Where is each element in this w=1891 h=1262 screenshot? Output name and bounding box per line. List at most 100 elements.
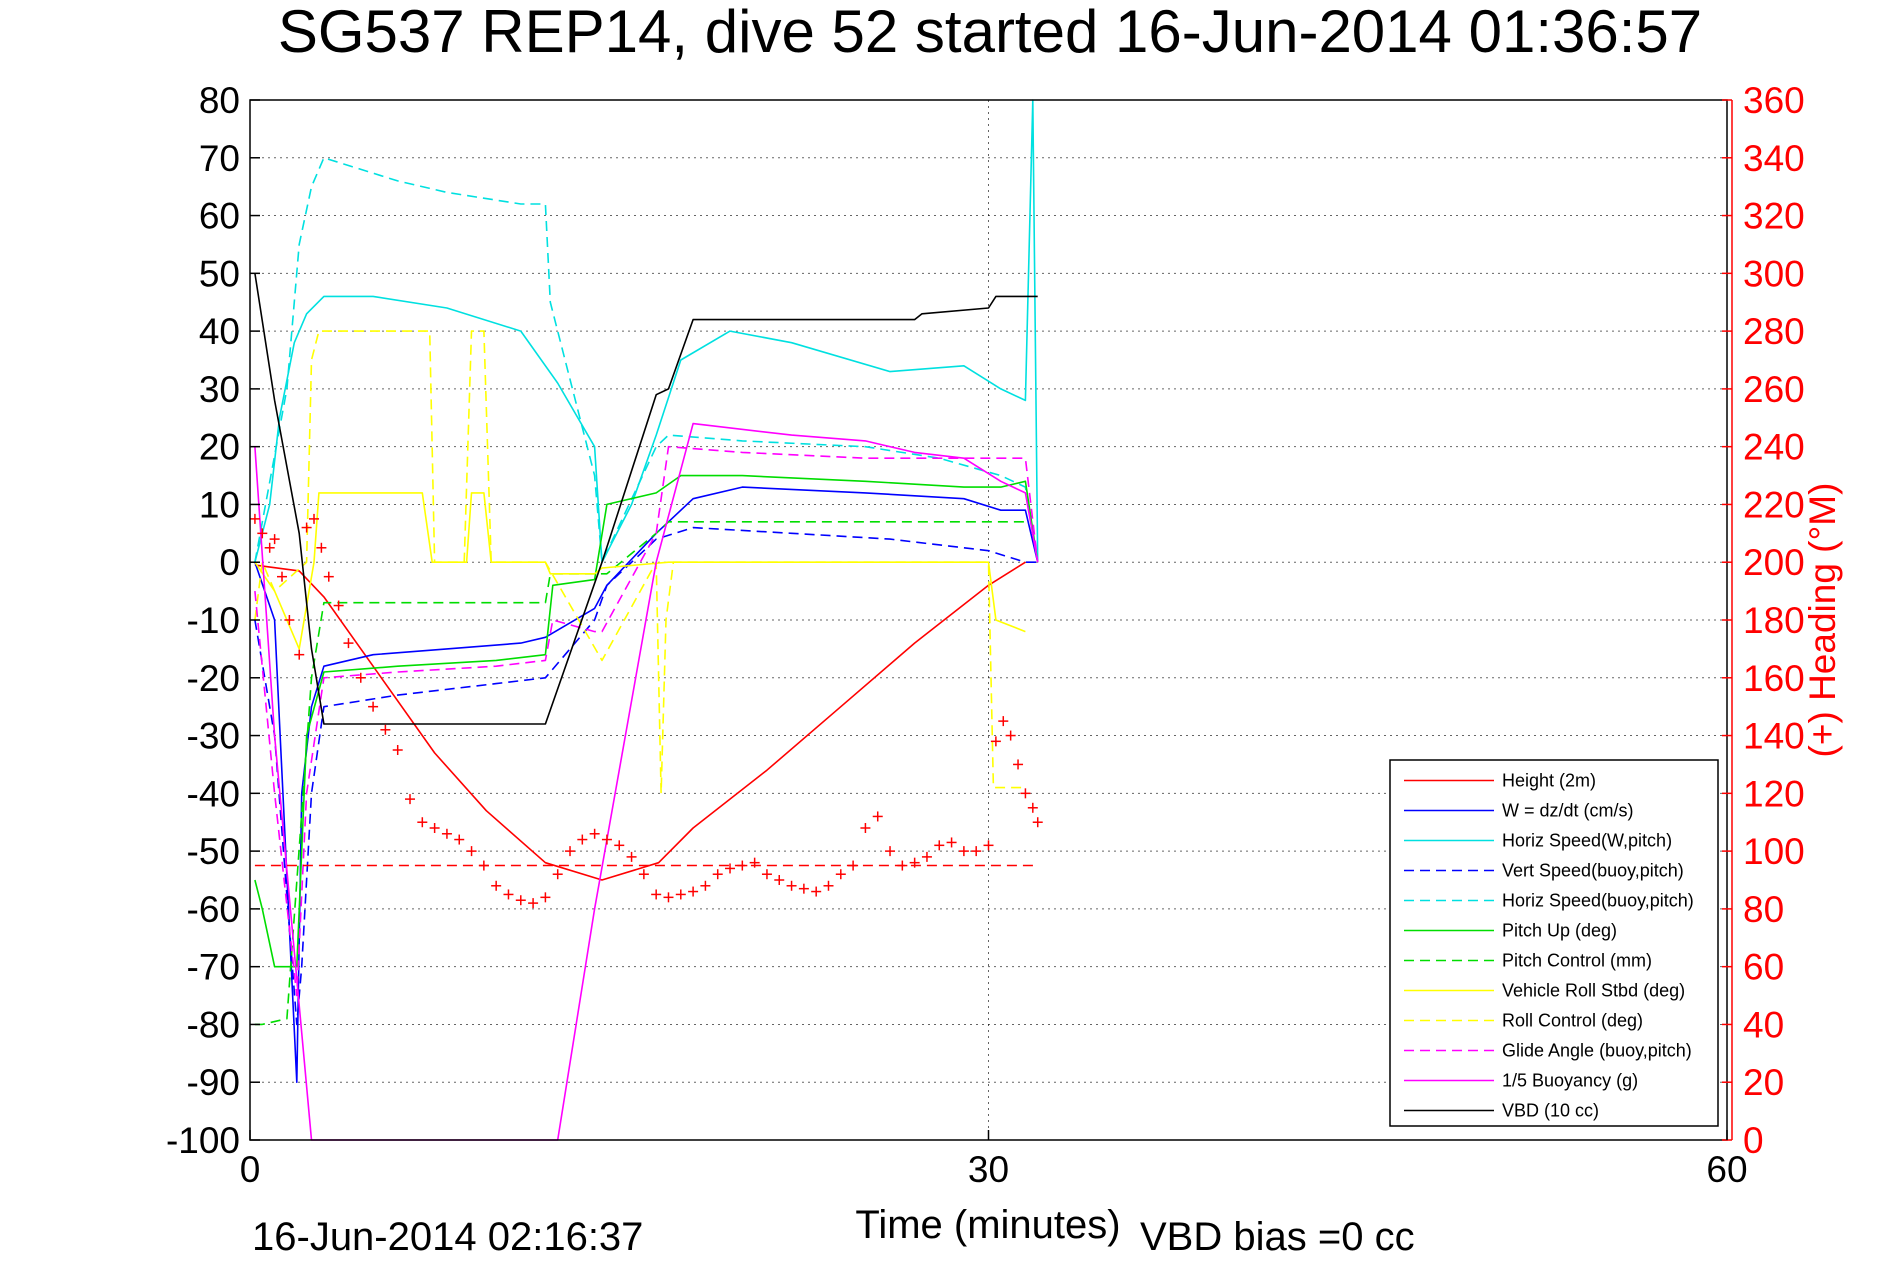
heading-point	[958, 846, 969, 857]
heading-point	[309, 513, 320, 524]
y-axis-right: 3603403203002802602402202001801601401201…	[1722, 80, 1805, 1161]
heading-point	[990, 736, 1001, 747]
y-tick-label: -20	[187, 658, 240, 699]
series-line-9	[254, 445, 1039, 997]
y-right-tick-label: 220	[1743, 484, 1805, 525]
y-right-tick-label: 80	[1743, 889, 1784, 930]
heading-point	[688, 886, 699, 897]
y-tick-label: -70	[187, 947, 240, 988]
heading-point	[1027, 802, 1038, 813]
legend-label-8: Roll Control (deg)	[1502, 1011, 1643, 1031]
legend: Height (2m) W = dz/dt (cm/s) Horiz Speed(W…	[1389, 759, 1719, 1127]
y-tick-label: 80	[199, 80, 240, 121]
y-tick-label: 30	[199, 369, 240, 410]
heading-point	[601, 834, 612, 845]
heading-point	[284, 615, 295, 625]
heading-point	[700, 880, 711, 891]
y-axis-right-label: (+) Heading (°M)	[1802, 483, 1843, 758]
y-tick-label: -90	[187, 1062, 240, 1103]
legend-box	[1389, 759, 1719, 1127]
y-right-tick-label: 360	[1743, 80, 1805, 121]
heading-point	[264, 542, 275, 553]
legend-label-3: Vert Speed(buoy,pitch)	[1502, 861, 1684, 881]
heading-point	[934, 840, 945, 851]
heading-point	[380, 724, 391, 735]
y-right-tick-label: 320	[1743, 196, 1805, 237]
heading-point	[552, 869, 563, 880]
y-right-tick-label: 260	[1743, 369, 1805, 410]
y-tick-label: 20	[199, 427, 240, 468]
legend-label-9: Glide Angle (buoy,pitch)	[1502, 1041, 1692, 1061]
chart-title: SG537 REP14, dive 52 started 16-Jun-2014…	[278, 0, 1702, 65]
heading-point	[909, 857, 920, 868]
heading-point	[897, 860, 908, 871]
y-right-tick-label: 340	[1743, 138, 1805, 179]
y-right-tick-label: 160	[1743, 658, 1805, 699]
heading-point	[355, 672, 366, 683]
heading-point	[1013, 759, 1024, 770]
heading-point	[725, 863, 736, 874]
heading-point	[848, 860, 859, 871]
heading-point	[294, 649, 305, 660]
heading-point	[712, 869, 723, 880]
heading-point	[478, 860, 489, 871]
series-lines	[254, 99, 1039, 1141]
heading-point	[301, 522, 312, 533]
heading-point	[998, 716, 1009, 727]
heading-point	[860, 823, 871, 833]
heading-point	[614, 840, 625, 851]
heading-point	[323, 571, 334, 582]
heading-point	[663, 892, 674, 903]
heading-point	[786, 880, 797, 891]
heading-point	[823, 880, 834, 891]
heading-point	[257, 528, 268, 539]
heading-point	[774, 875, 785, 885]
heading-point	[761, 869, 772, 880]
y-right-tick-label: 120	[1743, 773, 1805, 814]
y-tick-label: -80	[187, 1004, 240, 1045]
legend-label-5: Pitch Up (deg)	[1502, 921, 1617, 941]
legend-label-10: 1/5 Buoyancy (g)	[1502, 1071, 1638, 1091]
heading-point	[675, 889, 686, 900]
heading-point	[1032, 817, 1043, 828]
x-axis: 0 30 60	[240, 1130, 1748, 1190]
y-tick-label: -100	[166, 1120, 240, 1161]
heading-point	[491, 880, 502, 891]
y-right-tick-label: 300	[1743, 253, 1805, 294]
heading-point	[749, 857, 760, 868]
heading-point	[626, 851, 637, 862]
series-line-11	[254, 273, 1038, 725]
heading-point	[392, 745, 403, 755]
series-line-8	[254, 330, 1026, 795]
heading-point	[577, 834, 588, 845]
y-right-tick-label: 280	[1743, 311, 1805, 352]
heading-point	[1005, 730, 1016, 741]
legend-label-7: Vehicle Roll Stbd (deg)	[1502, 981, 1685, 1001]
heading-point	[811, 886, 822, 897]
y-right-tick-label: 20	[1743, 1062, 1784, 1103]
heading-markers	[249, 513, 1043, 909]
y-tick-label: -60	[187, 889, 240, 930]
heading-point	[503, 889, 514, 900]
legend-label-6: Pitch Control (mm)	[1502, 951, 1652, 971]
y-tick-label: 40	[199, 311, 240, 352]
y-tick-label: -40	[187, 773, 240, 814]
y-tick-label: 10	[199, 484, 240, 525]
x-tick-label: 60	[1706, 1149, 1747, 1190]
heading-point	[528, 898, 539, 909]
legend-label-11: VBD (10 cc)	[1502, 1101, 1599, 1121]
y-right-tick-label: 100	[1743, 831, 1805, 872]
y-tick-label: 70	[199, 138, 240, 179]
y-right-tick-label: 40	[1743, 1004, 1784, 1045]
heading-point	[1020, 788, 1031, 799]
heading-point	[343, 638, 354, 649]
y-axis-left: 80 70 60 50 40 30 20 10 0 -10 -20 -30 -40 -50 -60 -70 -8…	[166, 80, 260, 1161]
heading-point	[277, 571, 288, 582]
heading-point	[405, 794, 416, 805]
heading-point	[651, 889, 662, 900]
x-tick-label: 30	[968, 1149, 1009, 1190]
heading-point	[368, 701, 379, 712]
heading-point	[589, 828, 600, 839]
y-tick-label: -10	[187, 600, 240, 641]
